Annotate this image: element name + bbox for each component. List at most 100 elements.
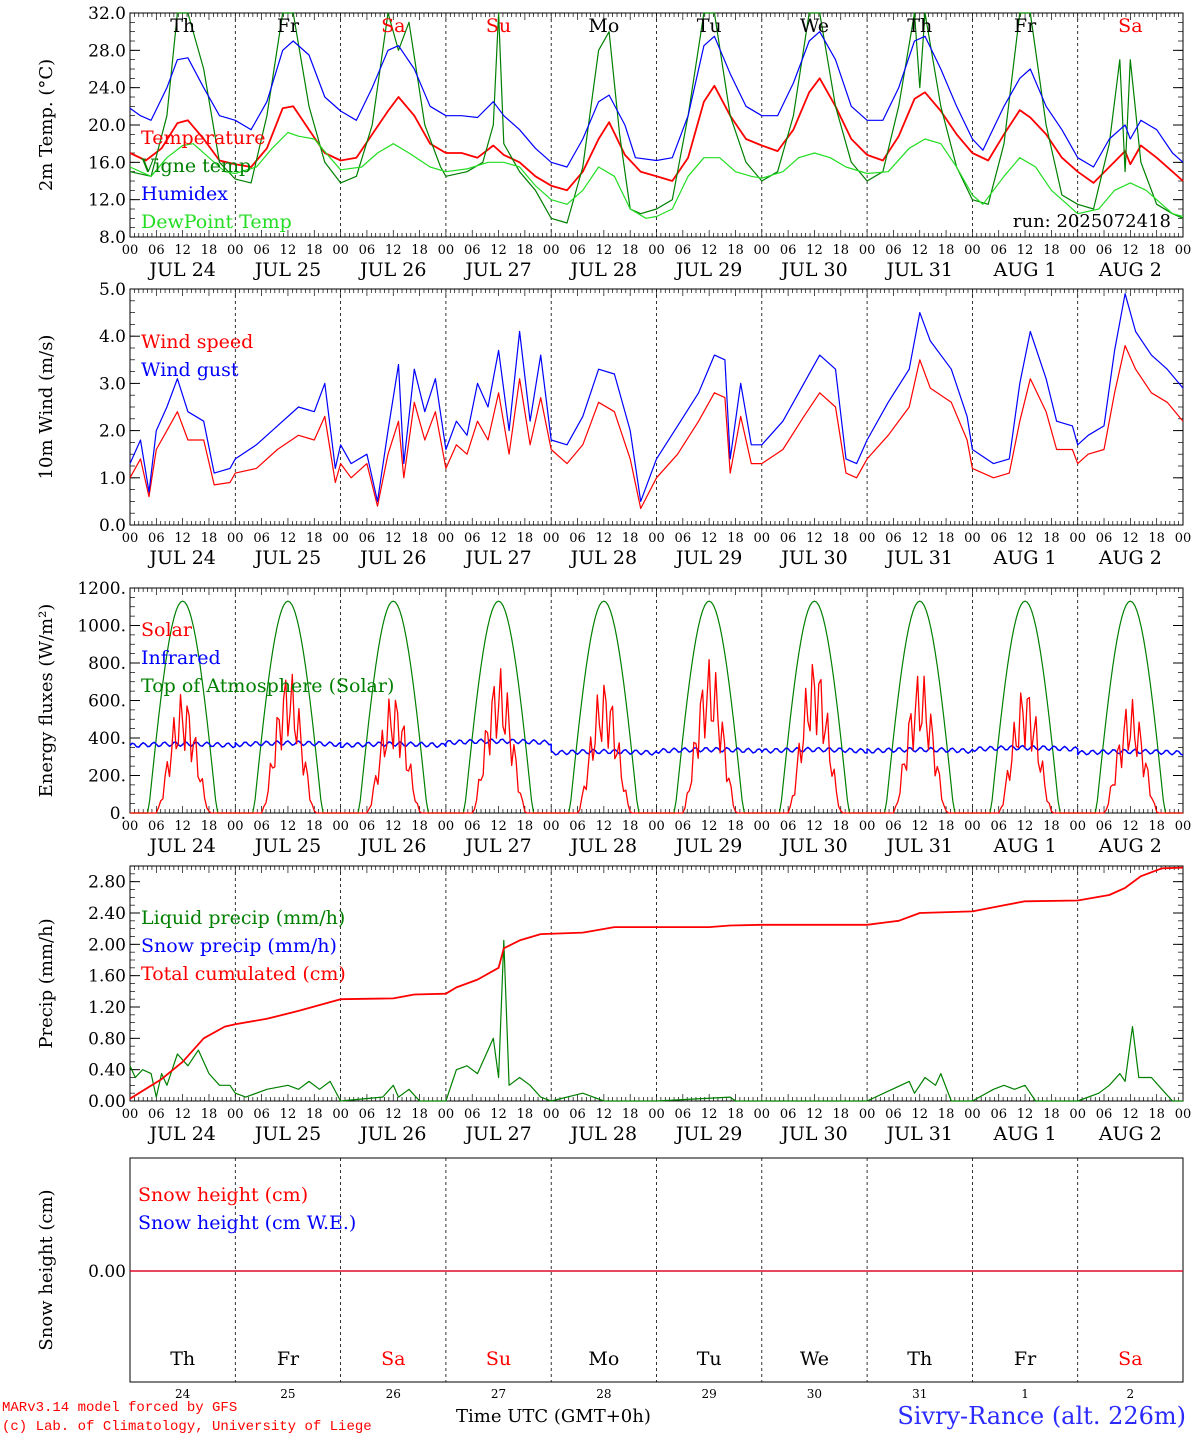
hour-tick-label: 00	[332, 243, 349, 258]
hour-tick-label: 12	[1017, 1107, 1034, 1122]
weekday-label: Sa	[381, 15, 405, 37]
hour-tick-label: 18	[306, 243, 323, 258]
day-number-label: 1	[1021, 1387, 1029, 1401]
date-label: JUL 29	[674, 259, 742, 281]
date-label: JUL 26	[358, 1123, 426, 1145]
hour-tick-label: 18	[1043, 531, 1060, 546]
series-line-liquid-precip-mm-h	[129, 939, 1183, 1102]
hour-tick-label: 12	[596, 1107, 613, 1122]
date-label: JUL 30	[779, 1123, 847, 1145]
date-label: JUL 28	[569, 547, 637, 569]
date-label: JUL 28	[569, 835, 637, 857]
hour-tick-label: 00	[1175, 819, 1192, 834]
hour-tick-label: 06	[1096, 531, 1113, 546]
y-tick-label: 1.20	[88, 998, 126, 1018]
hour-tick-label: 06	[464, 819, 481, 834]
hour-tick-label: 12	[911, 243, 928, 258]
date-label: JUL 31	[885, 547, 953, 569]
hour-tick-label: 12	[701, 243, 718, 258]
series-line-temperature	[129, 77, 1184, 192]
hour-tick-label: 00	[648, 531, 665, 546]
hour-tick-label: 12	[1122, 819, 1139, 834]
hour-tick-label: 06	[253, 243, 270, 258]
hour-tick-label: 00	[227, 531, 244, 546]
hour-tick-label: 18	[1043, 819, 1060, 834]
hour-tick-label: 06	[569, 819, 586, 834]
hour-tick-label: 00	[1069, 243, 1086, 258]
date-label: JUL 24	[147, 835, 215, 857]
hour-tick-label: 18	[622, 819, 639, 834]
legend-entry: Solar	[141, 619, 193, 641]
series-line-total-cumulated-cm	[129, 866, 1184, 1100]
hour-tick-label: 00	[332, 531, 349, 546]
date-label: AUG 1	[993, 835, 1057, 857]
hour-tick-label: 00	[648, 1107, 665, 1122]
date-label: JUL 31	[885, 1123, 953, 1145]
panel-3: 00 06 12 18 00 06 12 18 00 06 12 18 00 06 12 18 00 06 12 18…	[36, 579, 1191, 857]
legend-entry: DewPoint Temp	[141, 211, 292, 233]
hour-tick-label: 00	[859, 819, 876, 834]
hour-tick-label: 18	[201, 819, 218, 834]
hour-tick-label: 18	[938, 531, 955, 546]
weekday-label: Su	[486, 15, 511, 37]
hour-tick-label: 00	[1175, 531, 1192, 546]
hour-tick-label: 00	[122, 243, 139, 258]
hour-tick-label: 12	[174, 243, 191, 258]
hour-tick-label: 18	[833, 243, 850, 258]
model-credit: MARv3.14 model forced by GFS	[2, 1400, 238, 1416]
date-label: JUL 24	[147, 1123, 215, 1145]
hour-tick-label: 06	[990, 243, 1007, 258]
panel-5: 0.00 Snow height (cm) Snow height (cm) Snow…	[36, 1157, 1184, 1401]
date-label: AUG 2	[1098, 1123, 1162, 1145]
weekday-label: Th	[170, 15, 195, 37]
weekday-label: Sa	[381, 1348, 405, 1370]
date-label: JUL 24	[147, 547, 215, 569]
hour-tick-label: 00	[122, 531, 139, 546]
y-tick-label: 3.0	[99, 374, 126, 394]
date-label: AUG 2	[1098, 835, 1162, 857]
hour-tick-label: 18	[411, 243, 428, 258]
hour-tick-label: 12	[701, 819, 718, 834]
weekday-label: Th	[907, 1348, 932, 1370]
date-label: JUL 31	[885, 259, 953, 281]
hour-tick-label: 06	[885, 243, 902, 258]
hour-tick-label: 12	[806, 1107, 823, 1122]
hour-tick-label: 06	[780, 531, 797, 546]
hour-tick-label: 00	[648, 243, 665, 258]
series-line-vigne-temp	[129, 12, 1184, 224]
panels-group: 00 06 12 18 00 06 12 18 00 06 12 18 00 06 12 18 00 06 12 18…	[36, 4, 1191, 1401]
hour-tick-label: 12	[911, 1107, 928, 1122]
hour-tick-label: 12	[385, 531, 402, 546]
hour-tick-label: 12	[806, 243, 823, 258]
weekday-label: We	[800, 1348, 829, 1370]
hour-tick-label: 00	[964, 243, 981, 258]
legend-entry: Total cumulated (cm)	[141, 963, 346, 985]
hour-tick-label: 18	[938, 243, 955, 258]
legend-entry: Snow height (cm)	[138, 1184, 308, 1206]
hour-tick-label: 00	[543, 1107, 560, 1122]
hour-tick-label: 06	[780, 819, 797, 834]
hour-tick-label: 18	[517, 1107, 534, 1122]
hour-tick-label: 00	[332, 1107, 349, 1122]
date-label: JUL 28	[569, 259, 637, 281]
hour-tick-label: 06	[464, 531, 481, 546]
hour-tick-label: 18	[411, 819, 428, 834]
date-label: JUL 27	[463, 547, 531, 569]
hour-tick-label: 18	[1148, 819, 1165, 834]
hour-tick-label: 18	[622, 243, 639, 258]
hour-tick-label: 06	[569, 1107, 586, 1122]
hour-tick-label: 12	[1122, 1107, 1139, 1122]
date-label: JUL 27	[463, 835, 531, 857]
day-number-label: 30	[807, 1387, 822, 1401]
y-axis-label: Energy fluxes (W/m²)	[36, 604, 57, 798]
y-axis-label: Snow height (cm)	[36, 1189, 57, 1350]
legend-entry: Liquid precip (mm/h)	[141, 907, 345, 929]
hour-tick-label: 18	[622, 1107, 639, 1122]
legend-entry: Top of Atmosphere (Solar)	[141, 675, 394, 697]
hour-tick-label: 06	[253, 819, 270, 834]
hour-tick-label: 00	[438, 531, 455, 546]
hour-tick-label: 00	[859, 1107, 876, 1122]
y-tick-label: 400.	[88, 729, 126, 749]
hour-tick-label: 12	[385, 1107, 402, 1122]
date-label: JUL 25	[253, 547, 321, 569]
